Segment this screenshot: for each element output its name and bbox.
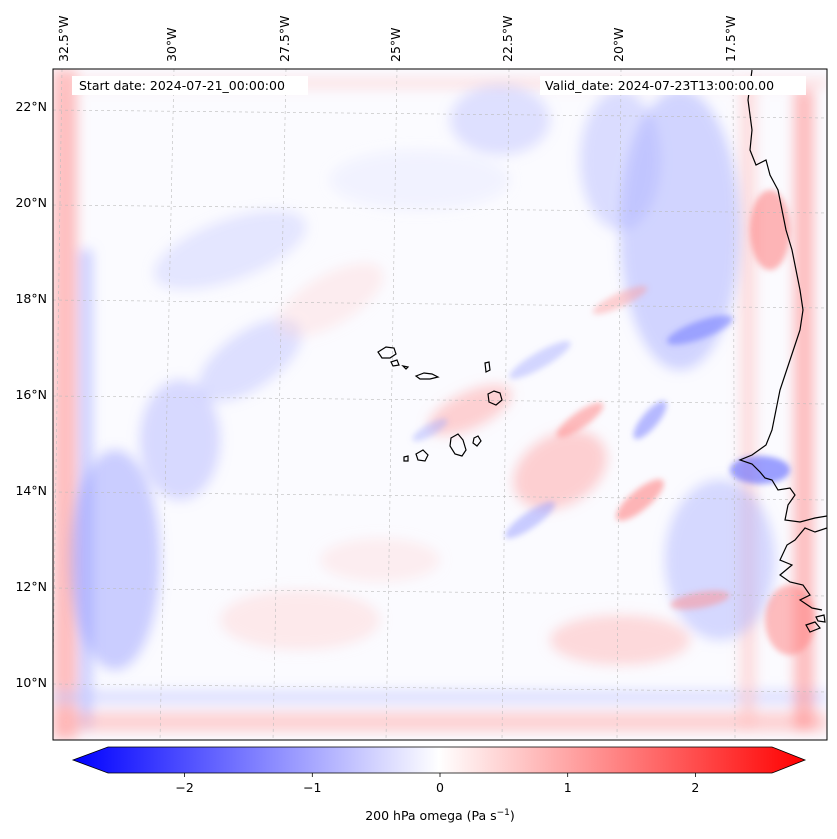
island-fogo xyxy=(415,449,429,462)
colorbar: −2 −1 0 1 2 200 hPa omega (Pa s−1) xyxy=(71,746,807,823)
lat-label: 16°N xyxy=(15,387,47,402)
lat-label: 18°N xyxy=(15,291,47,306)
lon-label: 32.5°W xyxy=(56,16,71,62)
map-area: Start date: 2024-07-21_00:00:00 Valid_da… xyxy=(52,68,828,741)
island-maio xyxy=(472,435,482,447)
colorbar-label: 200 hPa omega (Pa s−1) xyxy=(365,808,515,823)
colorbar-tick-label: −1 xyxy=(303,780,321,795)
island-brava xyxy=(403,455,409,462)
lat-label: 20°N xyxy=(15,195,47,210)
colorbar-tick-label: 0 xyxy=(436,780,444,795)
cape-verde-islands xyxy=(377,346,503,462)
island-santo-antao xyxy=(377,346,397,359)
colorbar-label-main: 200 hPa omega (Pa s xyxy=(365,808,496,823)
colorbar-ticks xyxy=(184,773,696,777)
omega-patches-small xyxy=(412,190,815,655)
gridlines xyxy=(53,69,827,740)
island-santa-luzia xyxy=(401,365,410,370)
lon-label: 20°W xyxy=(611,27,626,62)
lon-label: 30°W xyxy=(164,27,179,62)
colorbar-tick-label: 1 xyxy=(564,780,572,795)
lat-label: 12°N xyxy=(15,579,47,594)
africa-coastline xyxy=(738,69,827,523)
colorbar-tick-label: −2 xyxy=(175,780,193,795)
lon-label: 17.5°W xyxy=(723,16,738,62)
colorbar-label-exponent: −1 xyxy=(497,808,510,818)
colorbar-label-suffix: ) xyxy=(510,808,515,823)
colorbar-tick-labels: −2 −1 0 1 2 xyxy=(175,780,699,795)
lon-label: 22.5°W xyxy=(500,16,515,62)
valid-date-text: Valid_date: 2024-07-23T13:00:00.00 xyxy=(545,78,774,93)
top-longitude-labels: 32.5°W 30°W 27.5°W 25°W 22.5°W 20°W 17.5… xyxy=(56,16,738,62)
map-frame xyxy=(52,68,828,741)
colorbar-body xyxy=(71,746,807,774)
island-sao-vicente xyxy=(390,359,400,367)
africa-coastline-south xyxy=(779,527,827,611)
lat-label: 22°N xyxy=(15,99,47,114)
island-sao-nicolau xyxy=(414,372,440,380)
island-sal xyxy=(484,361,491,373)
lon-label: 25°W xyxy=(388,27,403,62)
island-santiago xyxy=(449,433,467,457)
island-boa-vista xyxy=(487,390,503,406)
colorbar-tick-label: 2 xyxy=(691,780,699,795)
coastline xyxy=(377,69,827,633)
lat-label: 10°N xyxy=(15,675,47,690)
omega-field xyxy=(53,70,827,740)
start-date-box xyxy=(72,76,308,95)
left-latitude-labels: 22°N 20°N 18°N 16°N 14°N 12°N 10°N xyxy=(15,99,47,690)
bijagos-islands xyxy=(805,614,826,633)
start-date-text: Start date: 2024-07-21_00:00:00 xyxy=(79,78,285,93)
lon-label: 27.5°W xyxy=(277,16,292,62)
lat-label: 14°N xyxy=(15,483,47,498)
valid-date-box xyxy=(540,76,806,95)
